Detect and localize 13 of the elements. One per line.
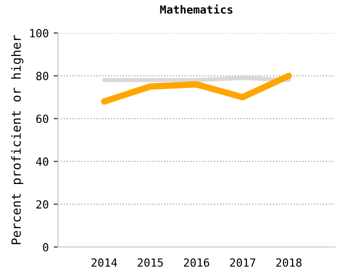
x-tick-label: 2017 <box>230 258 256 267</box>
y-tick-label: 80 <box>36 72 48 80</box>
y-axis-title: Percent proficient or higher <box>11 35 24 244</box>
y-tick-label: 60 <box>36 114 48 124</box>
x-tick-label: 2016 <box>184 258 210 267</box>
x-tick-label: 2018 <box>276 258 302 267</box>
chart-title: Mathematics <box>160 4 232 14</box>
y-tick-label: 20 <box>36 200 48 209</box>
x-tick-label: 2014 <box>92 258 118 267</box>
y-tick-label: 40 <box>36 157 48 166</box>
y-tick-label: 100 <box>30 29 48 38</box>
x-tick-label: 2015 <box>138 258 163 267</box>
y-tick-label: 0 <box>43 243 48 252</box>
